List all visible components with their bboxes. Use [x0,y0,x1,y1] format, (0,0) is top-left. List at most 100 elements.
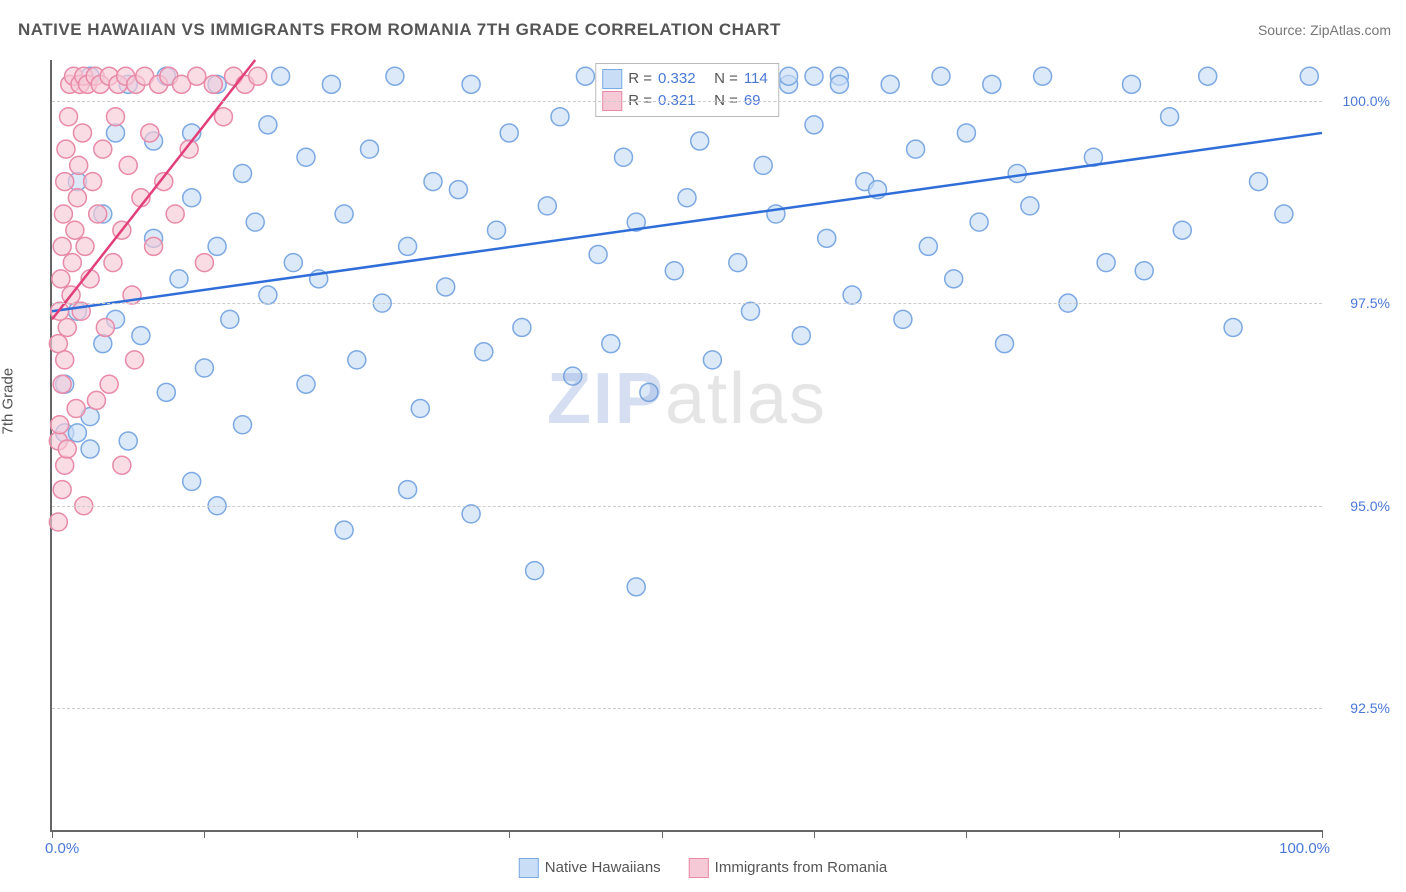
data-point [576,67,594,85]
data-point [640,383,658,401]
data-point [81,440,99,458]
data-point [54,205,72,223]
legend-label-1: Native Hawaiians [545,859,661,876]
data-point [437,278,455,296]
data-point [1034,67,1052,85]
data-point [119,156,137,174]
x-tick [814,830,815,838]
data-point [170,270,188,288]
data-point [386,67,404,85]
plot-area: ZIPatlas R = 0.332 N = 114 R = 0.321 N =… [50,60,1322,832]
x-tick [204,830,205,838]
gridline-h [52,708,1322,709]
data-point [66,221,84,239]
data-point [68,424,86,442]
data-point [449,181,467,199]
data-point [881,75,899,93]
data-point [996,335,1014,353]
r-value-1: 0.332 [658,68,696,90]
data-point [843,286,861,304]
data-point [234,164,252,182]
data-point [1173,221,1191,239]
scatter-svg [52,60,1322,830]
data-point [72,302,90,320]
data-point [100,375,118,393]
data-point [259,286,277,304]
data-point [1097,254,1115,272]
data-point [297,148,315,166]
r-label: R = [628,68,652,90]
gridline-h [52,101,1322,102]
data-point [703,351,721,369]
data-point [246,213,264,231]
data-point [361,140,379,158]
trend-line [52,133,1322,311]
gridline-h [52,506,1322,507]
data-point [513,318,531,336]
data-point [894,310,912,328]
data-point [983,75,1001,93]
data-point [96,318,114,336]
data-point [56,456,74,474]
data-point [70,156,88,174]
data-point [166,205,184,223]
data-point [132,327,150,345]
data-point [488,221,506,239]
data-point [462,75,480,93]
data-point [322,75,340,93]
data-point [141,124,159,142]
y-tick-label: 92.5% [1350,700,1390,716]
data-point [462,505,480,523]
data-point [691,132,709,150]
data-point [627,578,645,596]
data-point [297,375,315,393]
data-point [754,156,772,174]
x-tick [509,830,510,838]
legend-bottom: Native Hawaiians Immigrants from Romania [519,858,887,878]
x-tick [966,830,967,838]
x-tick [662,830,663,838]
data-point [957,124,975,142]
y-axis-label: 7th Grade [0,368,17,435]
data-point [1161,108,1179,126]
source-prefix: Source: [1258,22,1310,38]
swatch-series-1 [602,69,622,89]
data-point [1008,164,1026,182]
data-point [60,108,78,126]
data-point [729,254,747,272]
data-point [348,351,366,369]
legend-swatch-2 [689,858,709,878]
data-point [113,456,131,474]
data-point [53,237,71,255]
data-point [945,270,963,288]
data-point [183,472,201,490]
source-name: ZipAtlas.com [1310,22,1391,38]
data-point [335,521,353,539]
data-point [57,140,75,158]
data-point [119,432,137,450]
data-point [411,400,429,418]
data-point [805,116,823,134]
data-point [195,254,213,272]
data-point [615,148,633,166]
data-point [1300,67,1318,85]
y-tick-label: 100.0% [1343,93,1390,109]
data-point [58,318,76,336]
x-tick [1322,830,1323,838]
data-point [53,375,71,393]
data-point [84,173,102,191]
data-point [551,108,569,126]
x-tick [357,830,358,838]
data-point [76,237,94,255]
source-attribution: Source: ZipAtlas.com [1258,22,1391,38]
data-point [49,513,67,531]
n-label: N = [702,68,738,90]
data-point [89,205,107,223]
x-tick-min: 0.0% [45,840,79,857]
data-point [564,367,582,385]
data-point [107,124,125,142]
data-point [157,383,175,401]
stats-row-1: R = 0.332 N = 114 [602,68,768,90]
data-point [526,562,544,580]
data-point [830,75,848,93]
